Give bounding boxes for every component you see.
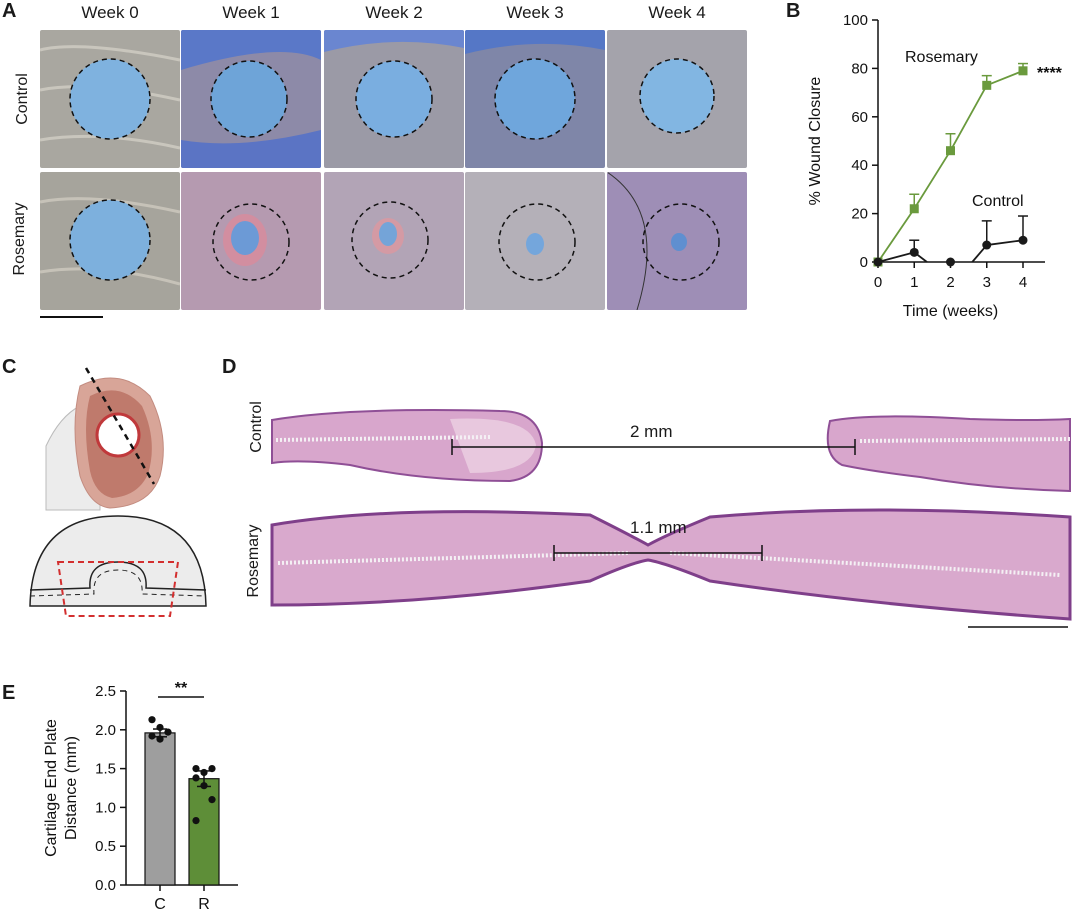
individual-point [200,768,208,777]
photo-rosemary-week-1 [181,172,321,310]
cartilage-distance-chart: 0.0 0.5 1.0 1.5 2.0 2.5 C R Cartilage End Plat… [43,680,238,913]
y-tick-label-b: 100 [843,12,868,29]
y-axis-label-e: Cartilage End Plate Distance (mm) [43,719,80,857]
photo-control-week-0 [40,30,180,168]
row-label-rosemary: Rosemary [11,202,28,276]
x-tick-label-e: C [154,896,166,913]
y-tick-label-b: 0 [860,254,868,271]
y-tick-label-b: 80 [851,60,868,77]
data-point-control [909,247,919,257]
photo-control-week-2 [324,30,464,168]
photo-control-week-4 [607,30,747,168]
data-point-control [873,257,883,267]
photo-rosemary-week-2 [324,172,464,310]
row-label-rosemary-d: Rosemary [245,524,262,598]
week-0-header: Week 0 [81,3,139,22]
photo-control-week-3 [465,30,605,168]
individual-point [148,716,156,724]
data-point-control [946,257,955,267]
row-label-control-d: Control [248,401,265,453]
wound-closure-chart: 0 20 40 60 80 100 0 1 2 3 4 % Wound Closure Time … [807,12,1063,320]
significance-annotation-b: **** [1037,65,1063,82]
individual-point [192,816,200,825]
y-tick-label-e: 0.5 [95,838,116,855]
individual-point [148,732,156,740]
panel-a-label: A [2,0,17,22]
row-label-control: Control [14,73,31,125]
week-1-header: Week 1 [222,3,280,22]
y-tick-label-b: 20 [851,206,868,223]
scale-bar-a [40,316,103,318]
ear-punch-schematic [29,367,207,617]
photo-rosemary-week-0 [40,172,180,310]
individual-point [156,723,164,732]
data-point-rosemary [946,146,955,156]
x-axis-label-b: Time (weeks) [903,303,998,320]
bar-C [144,732,176,886]
y-tick-label-e: 1.5 [95,761,116,778]
y-tick-label-e: 0.0 [95,877,116,894]
y-tick-label-b: 60 [851,109,868,126]
data-point-rosemary [982,80,992,90]
x-tick-label-b: 1 [910,274,918,291]
photo-control-week-1 [181,30,321,168]
measurement-control: 2 mm [630,422,673,441]
individual-point [208,796,216,804]
week-2-header: Week 2 [365,3,423,22]
series-line-rosemary [877,69,1024,263]
measurement-rosemary: 1.1 mm [630,518,687,537]
individual-point [164,728,172,736]
panel-d-label: D [222,356,237,378]
individual-point [208,765,216,773]
individual-point [156,735,164,743]
data-point-rosemary [1018,66,1028,76]
week-4-header: Week 4 [648,3,706,22]
series-line-control [877,251,915,263]
series-label-control: Control [972,193,1024,210]
individual-point [192,765,200,773]
week-3-header: Week 3 [506,3,564,22]
y-axis-label-b: % Wound Closure [807,77,824,206]
x-tick-label-b: 3 [983,274,991,291]
x-tick-label-e: R [198,896,210,913]
data-point-control [1018,235,1028,245]
data-point-control [982,240,992,250]
panel-c-label: C [2,356,17,378]
panel-e-label: E [2,682,16,704]
individual-point [192,774,200,782]
y-tick-label-e: 2.0 [95,722,116,739]
bar-R [188,778,220,886]
x-tick-label-b: 4 [1019,274,1027,291]
photo-rosemary-week-3 [465,172,605,310]
x-tick-label-b: 2 [946,274,954,291]
y-tick-label-b: 40 [851,157,868,174]
photo-rosemary-week-4 [607,172,747,310]
individual-point [200,782,208,790]
y-tick-label-e: 1.0 [95,799,116,816]
significance-annotation-e: ** [175,680,188,697]
data-point-rosemary [909,204,919,214]
y-tick-label-e: 2.5 [95,683,116,700]
series-line-control [986,239,1024,246]
histology-sections [270,409,1072,628]
panel-b-label: B [786,0,801,22]
x-tick-label-b: 0 [874,274,882,291]
series-label-rosemary: Rosemary [905,49,978,66]
